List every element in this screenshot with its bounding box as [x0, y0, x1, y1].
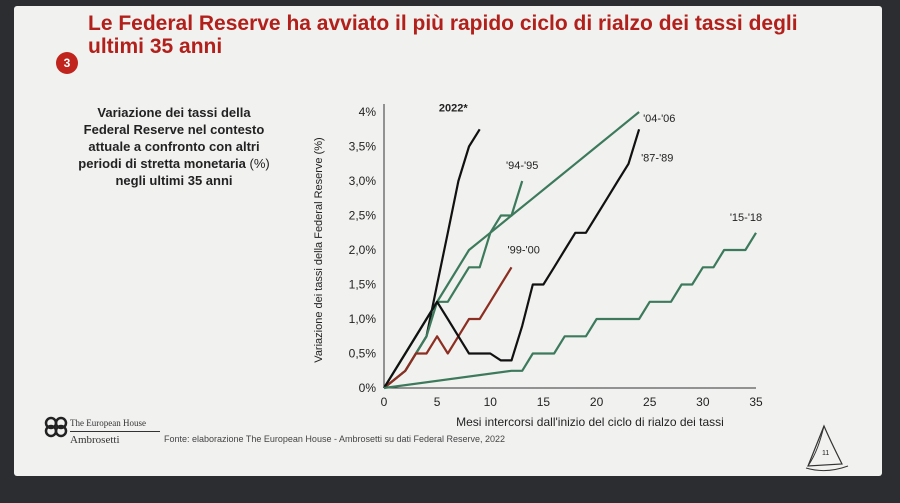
- x-tick-label: 10: [484, 395, 498, 409]
- slide-number-badge: 3: [56, 52, 78, 74]
- y-tick-label: 2,5%: [349, 209, 377, 223]
- x-axis-label: Mesi intercorsi dall'inizio del ciclo di…: [456, 415, 724, 429]
- series-label: '94-'95: [506, 160, 538, 172]
- chart-description: Variazione dei tassi della Federal Reser…: [74, 104, 274, 189]
- y-tick-label: 2,0%: [349, 243, 377, 257]
- x-tick-label: 0: [381, 395, 388, 409]
- slide: Le Federal Reserve ha avviato il più rap…: [14, 6, 882, 476]
- rate-cycle-chart: 0% 0,5% 1,0% 1,5% 2,0% 2,5% 3,0% 3,5% 4% 0 5 10 15 20…: [313, 102, 763, 429]
- y-tick-label: 0%: [359, 381, 377, 395]
- y-tick-label: 4%: [359, 105, 377, 119]
- y-tick-label: 3,5%: [349, 140, 377, 154]
- series-label: '87-'89: [641, 152, 673, 164]
- logo-line2: Ambrosetti: [70, 431, 160, 446]
- x-tick-label: 20: [590, 395, 604, 409]
- series-line: [383, 128, 641, 389]
- series-label: '04-'06: [643, 113, 675, 125]
- series-line: [383, 232, 757, 390]
- source-note: Fonte: elaborazione The European House -…: [164, 434, 506, 444]
- x-tick-label: 15: [537, 395, 551, 409]
- description-end: negli ultimi 35 anni: [115, 173, 233, 188]
- series-label: 2022*: [439, 102, 468, 114]
- series-label: '15-'18: [730, 212, 762, 224]
- logo-icon: [44, 416, 68, 438]
- logo-line1: The European House: [70, 418, 146, 428]
- sail-icon: [805, 424, 849, 472]
- y-tick-label: 3,0%: [349, 174, 377, 188]
- description-unit: (%): [249, 156, 270, 171]
- logo-wordmark: The European House Ambrosetti: [70, 418, 160, 446]
- x-tick-label: 30: [696, 395, 710, 409]
- slide-title: Le Federal Reserve ha avviato il più rap…: [88, 12, 798, 58]
- series-label: '99-'00: [508, 244, 540, 256]
- x-tick-label: 35: [749, 395, 763, 409]
- page-number: 11: [822, 450, 830, 457]
- y-axis-label: Variazione dei tassi della Federal Reser…: [313, 137, 325, 362]
- y-tick-label: 1,0%: [349, 312, 377, 326]
- x-tick-label: 25: [643, 395, 657, 409]
- x-tick-label: 5: [434, 395, 441, 409]
- y-tick-label: 1,5%: [349, 278, 377, 292]
- series-line: [383, 266, 513, 389]
- description-bold: Variazione dei tassi della Federal Reser…: [78, 105, 265, 171]
- y-tick-label: 0,5%: [349, 347, 377, 361]
